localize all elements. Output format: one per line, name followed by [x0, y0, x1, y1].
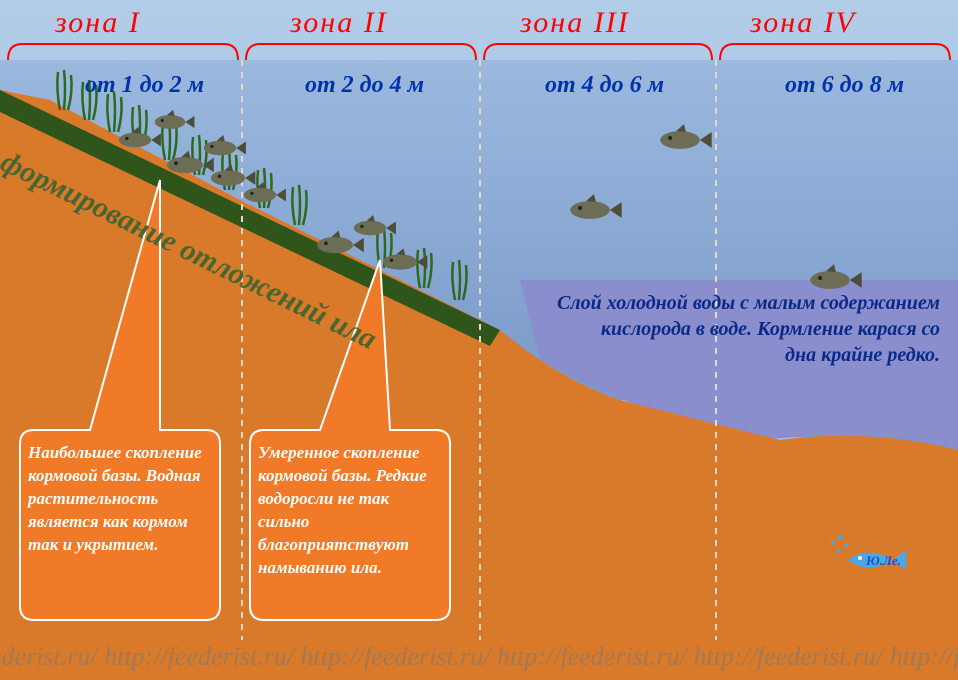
- svg-text:Ю.Ле.: Ю.Ле.: [865, 553, 901, 568]
- cold-water-text: Слой холодной воды с малым содержаниемки…: [470, 290, 940, 368]
- depth-label-4: от 6 до 8 м: [785, 72, 904, 99]
- callout-text-2: Умеренное скопление кормовой базы. Редки…: [258, 442, 442, 580]
- zone-label-2: зона II: [290, 6, 388, 40]
- depth-label-3: от 4 до 6 м: [545, 72, 664, 99]
- callout-text-1: Наибольшее скопление кормовой базы. Водн…: [28, 442, 212, 557]
- watermark-text: ederist.ru/ http://feederist.ru/ http://…: [0, 642, 958, 672]
- zone-label-3: зона III: [520, 6, 630, 40]
- zone-label-4: зона IV: [750, 6, 856, 40]
- depth-label-2: от 2 до 4 м: [305, 72, 424, 99]
- zone-label-1: зона I: [55, 6, 141, 40]
- site-logo: Ю.Ле.: [818, 525, 908, 585]
- depth-label-1: от 1 до 2 м: [85, 72, 204, 99]
